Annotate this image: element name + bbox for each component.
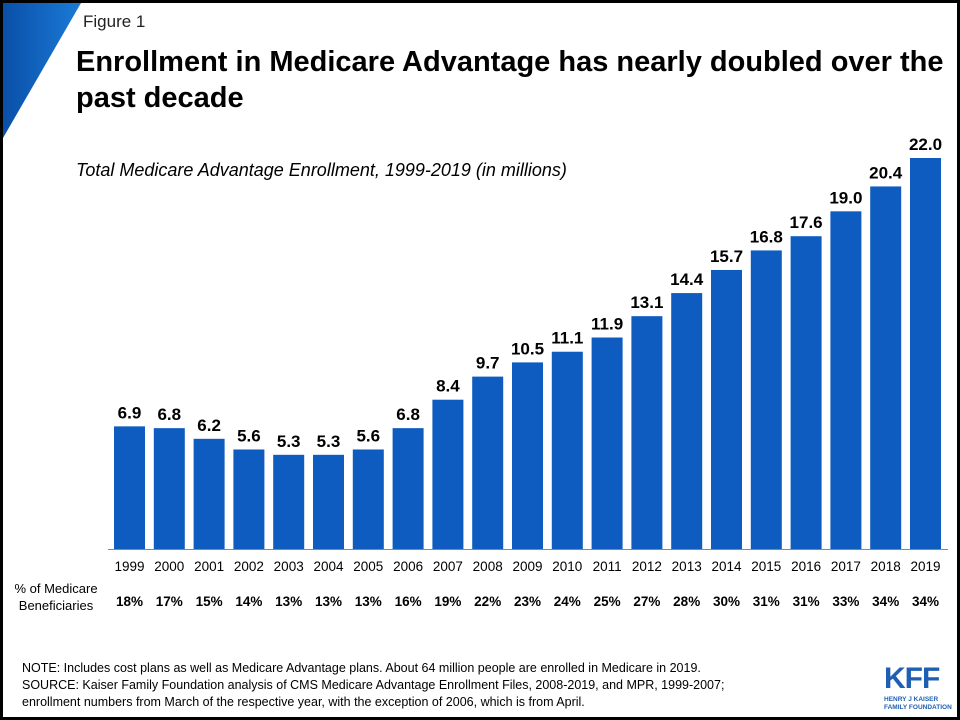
- value-label: 10.5: [511, 339, 544, 358]
- value-label: 17.6: [790, 213, 823, 232]
- percent-label: 19%: [434, 594, 461, 609]
- bar: [472, 376, 504, 549]
- percent-label: 14%: [235, 594, 262, 609]
- value-label: 19.0: [829, 188, 862, 207]
- value-label: 11.9: [591, 315, 623, 334]
- x-tick-label: 2004: [313, 559, 344, 574]
- x-tick-label: 2005: [353, 559, 383, 574]
- logo-mark: KFF: [884, 662, 940, 695]
- x-tick-label: 2013: [672, 559, 702, 574]
- x-tick-label: 2019: [910, 559, 940, 574]
- bar: [273, 454, 305, 549]
- x-tick-label: 2006: [393, 559, 423, 574]
- x-tick-label: 2011: [593, 559, 622, 574]
- bar: [153, 428, 185, 549]
- percent-label: 24%: [554, 594, 581, 609]
- percent-label: 16%: [395, 594, 422, 609]
- percent-label: 23%: [514, 594, 541, 609]
- value-label: 6.9: [118, 403, 142, 422]
- percent-label: 13%: [355, 594, 382, 609]
- percent-label: 33%: [832, 594, 859, 609]
- x-tick-label: 2014: [711, 559, 742, 574]
- bar: [114, 426, 145, 549]
- percent-label: 17%: [156, 594, 183, 609]
- value-label: 5.3: [277, 432, 301, 451]
- x-tick-label: 2012: [632, 559, 662, 574]
- bar: [193, 438, 225, 549]
- value-label: 5.6: [356, 426, 380, 445]
- percent-label: 31%: [753, 594, 780, 609]
- x-tick-label: 2000: [154, 559, 184, 574]
- percent-label: 18%: [116, 594, 143, 609]
- percent-label: 25%: [594, 594, 621, 609]
- x-tick-label: 2001: [194, 559, 224, 574]
- figure-label: Figure 1: [83, 12, 146, 31]
- value-label: 11.1: [551, 329, 583, 348]
- percent-label: 30%: [713, 594, 740, 609]
- value-label: 13.1: [630, 293, 663, 312]
- bar: [591, 337, 623, 549]
- percent-label: 15%: [196, 594, 223, 609]
- chart-title: Enrollment in Medicare Advantage has nea…: [76, 46, 944, 114]
- value-label: 8.4: [436, 377, 460, 396]
- bar: [910, 158, 941, 549]
- source-line: enrollment numbers from March of the res…: [22, 695, 585, 709]
- x-tick-label: 2018: [871, 559, 901, 574]
- percent-label: 31%: [793, 594, 820, 609]
- bar: [313, 454, 344, 549]
- bar: [233, 449, 265, 549]
- value-label: 6.2: [197, 416, 221, 435]
- value-label: 9.7: [476, 354, 500, 373]
- x-tick-label: 2015: [751, 559, 781, 574]
- chart-subtitle: Total Medicare Advantage Enrollment, 199…: [76, 160, 567, 180]
- kff-logo: KFF HENRY J KAISER FAMILY FOUNDATION: [884, 661, 952, 712]
- value-label: 20.4: [869, 163, 903, 182]
- bar: [750, 250, 782, 549]
- notes: NOTE: Includes cost plans as well as Med…: [22, 660, 872, 711]
- bar: [711, 269, 742, 549]
- bar: [830, 211, 862, 549]
- x-tick-label: 2017: [831, 559, 861, 574]
- logo-line: HENRY J KAISER: [884, 696, 939, 703]
- percent-label: 34%: [872, 594, 899, 609]
- x-tick-label: 2002: [234, 559, 264, 574]
- value-label: 6.8: [396, 405, 420, 424]
- value-label: 5.6: [237, 426, 261, 445]
- percent-label: 34%: [912, 594, 939, 609]
- bar: [512, 362, 543, 549]
- value-label: 22.0: [909, 135, 942, 154]
- note-line: NOTE: Includes cost plans as well as Med…: [22, 661, 701, 675]
- x-tick-label: 1999: [114, 559, 144, 574]
- bar: [671, 293, 703, 549]
- percent-label: 13%: [275, 594, 302, 609]
- value-label: 14.4: [670, 270, 704, 289]
- bar: [631, 316, 663, 549]
- bar: [432, 399, 464, 549]
- x-tick-label: 2009: [512, 559, 542, 574]
- corner-triangle: [3, 3, 81, 138]
- x-tick-label: 2007: [433, 559, 463, 574]
- percent-label: 28%: [673, 594, 700, 609]
- percent-label: 13%: [315, 594, 342, 609]
- bar: [551, 351, 583, 549]
- bar: [790, 236, 822, 549]
- x-tick-label: 2003: [274, 559, 304, 574]
- x-tick-label: 2010: [552, 559, 582, 574]
- percent-label: 22%: [474, 594, 501, 609]
- value-label: 6.8: [157, 405, 181, 424]
- source-line: SOURCE: Kaiser Family Foundation analysi…: [22, 678, 725, 692]
- value-label: 5.3: [317, 432, 341, 451]
- secondary-row-label: % of Medicare Beneficiaries: [14, 581, 98, 613]
- bar: [392, 428, 424, 549]
- bar: [870, 186, 902, 549]
- percent-label: 27%: [633, 594, 660, 609]
- x-tick-label: 2016: [791, 559, 821, 574]
- bar: [352, 449, 384, 549]
- value-label: 16.8: [750, 227, 783, 246]
- logo-line: FAMILY FOUNDATION: [884, 704, 952, 711]
- value-label: 15.7: [710, 247, 743, 266]
- x-tick-label: 2008: [473, 559, 503, 574]
